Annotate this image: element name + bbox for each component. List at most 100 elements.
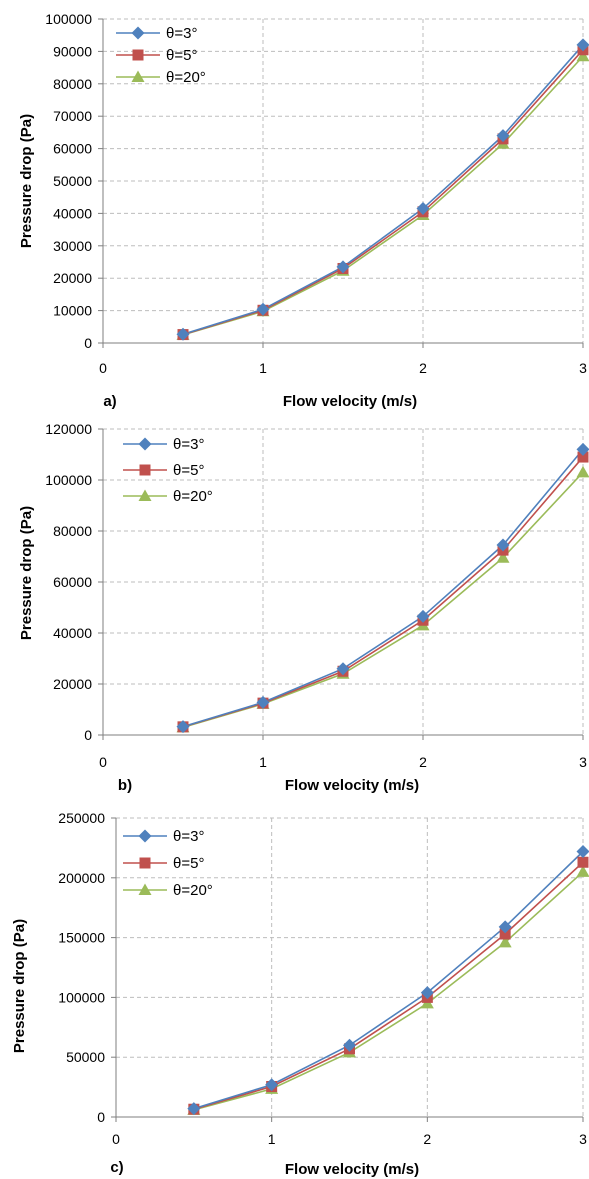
y-tick-label: 120000	[45, 421, 92, 437]
data-point	[576, 865, 589, 877]
legend-item: θ=20°	[123, 882, 213, 899]
panel-label: c)	[110, 1159, 123, 1176]
data-point	[496, 538, 510, 552]
legend-item: θ=20°	[123, 488, 213, 505]
x-tick-label: 1	[259, 360, 267, 376]
x-tick-label: 1	[268, 1131, 276, 1147]
data-point	[577, 856, 589, 868]
legend-marker	[138, 437, 152, 451]
series-group	[176, 442, 589, 734]
x-tick-label: 0	[112, 1131, 120, 1147]
data-point	[256, 302, 270, 316]
series-line	[182, 471, 584, 729]
chart-panel-b: 0 20000 40000 60000 80000 100000 120000 0 1 2 3 Pr…	[18, 421, 589, 794]
data-point	[336, 662, 350, 676]
series-line	[182, 49, 584, 336]
legend-label: θ=5°	[173, 462, 204, 479]
x-axis-label: Flow velocity (m/s)	[283, 393, 417, 410]
legend-label: θ=20°	[166, 69, 206, 86]
data-point	[416, 202, 430, 216]
legend-marker	[139, 857, 151, 869]
data-point	[576, 442, 589, 456]
x-tick-label: 0	[99, 360, 107, 376]
y-tick-label: 20000	[53, 676, 92, 692]
legend-label: θ=3°	[166, 25, 197, 42]
y-tick-label: 100000	[45, 11, 92, 27]
series-group	[187, 844, 589, 1116]
legend-marker	[139, 464, 151, 476]
data-point	[416, 609, 430, 623]
y-axis-label: Pressure drop (Pa)	[18, 114, 35, 248]
data-point	[576, 465, 589, 478]
legend-marker	[138, 829, 152, 843]
legend-item: θ=3°	[123, 828, 204, 845]
y-tick-label: 200000	[58, 870, 105, 886]
chart-panel-c: 0 50000 100000 150000 200000 250000 0 1 2 3 Press…	[11, 810, 589, 1178]
data-point	[498, 935, 512, 948]
legend-label: θ=3°	[173, 828, 204, 845]
y-tick-label: 60000	[53, 141, 92, 157]
y-tick-label: 70000	[53, 108, 92, 124]
data-point	[336, 260, 350, 274]
x-tick-label: 3	[579, 1131, 587, 1147]
legend: θ=3° θ=5° θ=20°	[123, 436, 213, 505]
y-tick-label: 40000	[53, 205, 92, 221]
data-point	[498, 920, 512, 934]
plot-area: 0 50000 100000 150000 200000 250000 0 1 2 3	[58, 810, 589, 1147]
legend-marker	[131, 70, 145, 82]
data-point	[176, 720, 190, 734]
y-tick-label: 90000	[53, 43, 92, 59]
y-tick-label: 0	[97, 1109, 105, 1125]
x-axis-label: Flow velocity (m/s)	[285, 1161, 419, 1178]
legend-marker	[138, 883, 152, 895]
y-tick-label: 0	[84, 335, 92, 351]
data-point	[343, 1038, 356, 1052]
series-line	[182, 448, 584, 728]
y-tick-label: 250000	[58, 810, 105, 826]
data-point	[176, 327, 190, 341]
y-tick-label: 50000	[53, 173, 92, 189]
data-point	[265, 1078, 279, 1092]
x-axis-label: Flow velocity (m/s)	[285, 777, 419, 794]
series-line	[193, 850, 584, 1110]
panel-label: b)	[118, 777, 132, 794]
x-tick-label: 2	[423, 1131, 431, 1147]
x-tick-label: 3	[579, 754, 587, 770]
data-point	[496, 551, 510, 563]
plot-area: 0 20000 40000 60000 80000 100000 120000 0 1 2 3	[45, 421, 589, 770]
y-tick-label: 20000	[53, 270, 92, 286]
series-line	[182, 456, 584, 728]
x-tick-label: 3	[579, 360, 587, 376]
y-tick-label: 0	[84, 727, 92, 743]
legend-label: θ=5°	[173, 855, 204, 872]
data-point	[576, 38, 589, 52]
y-tick-label: 10000	[53, 303, 92, 319]
legend-marker	[138, 489, 152, 501]
data-point	[256, 695, 270, 709]
data-point	[420, 986, 434, 1000]
legend-item: θ=3°	[116, 25, 197, 42]
x-tick-label: 1	[259, 754, 267, 770]
y-tick-label: 50000	[66, 1049, 105, 1065]
y-tick-label: 100000	[45, 472, 92, 488]
legend-label: θ=20°	[173, 882, 213, 899]
y-tick-label: 40000	[53, 625, 92, 641]
data-point	[496, 129, 510, 143]
legend: θ=3° θ=5° θ=20°	[116, 25, 206, 86]
plot-area: 0 10000 20000 30000 40000 50000 60000 70000 8000…	[45, 11, 589, 376]
legend-label: θ=3°	[173, 436, 204, 453]
data-point	[577, 451, 589, 463]
legend-label: θ=20°	[173, 488, 213, 505]
series-group	[176, 38, 589, 341]
series-line	[193, 871, 584, 1111]
x-tick-label: 2	[419, 360, 427, 376]
series-line	[193, 861, 584, 1110]
y-axis-label: Pressure drop (Pa)	[11, 919, 28, 1053]
y-tick-label: 80000	[53, 76, 92, 92]
legend-item: θ=5°	[123, 462, 204, 479]
x-tick-label: 0	[99, 754, 107, 770]
y-tick-label: 80000	[53, 523, 92, 539]
series-line	[182, 55, 584, 336]
legend-marker	[132, 49, 144, 61]
